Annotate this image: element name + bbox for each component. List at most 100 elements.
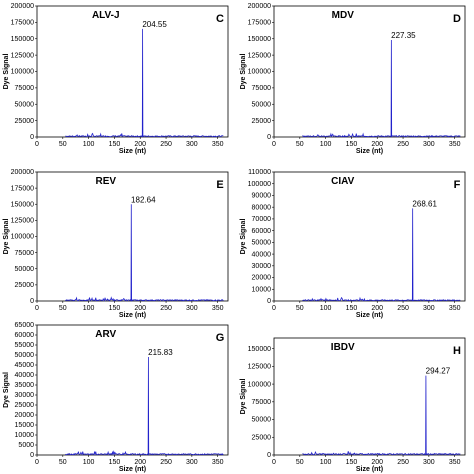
panel-e: 0 25000 50000 75000 100000 125000 150000 175000… [3, 169, 229, 319]
x-tick-label: 50 [59, 305, 67, 312]
y-tick-label: 80000 [252, 204, 272, 211]
peak-size-label: 215.83 [148, 348, 173, 357]
y-tick-label: 45000 [15, 362, 35, 369]
signal-trace [65, 204, 224, 302]
x-tick-label: 250 [160, 459, 172, 466]
plot-frame [36, 5, 229, 138]
y-tick-label: 50000 [15, 266, 35, 273]
y-axis-label: Dye Signal [240, 379, 247, 415]
x-axis-label: Size (nt) [119, 312, 146, 319]
y-tick-label: 0 [267, 452, 271, 459]
y-tick-label: 200000 [11, 169, 34, 176]
x-tick-label: 300 [423, 459, 435, 466]
x-axis-label: Size (nt) [356, 466, 383, 473]
y-tick-label: 60000 [15, 332, 35, 339]
y-tick-label: 20000 [252, 275, 272, 282]
x-tick-label: 150 [346, 141, 358, 148]
panel-d: 0 25000 50000 75000 100000 125000 150000 175000… [240, 3, 466, 155]
y-tick-label: 0 [267, 298, 271, 305]
y-tick-label: 150000 [11, 36, 34, 43]
y-tick-label: 100000 [248, 381, 271, 388]
x-tick-label: 100 [83, 305, 95, 312]
y-tick-label: 25000 [15, 118, 35, 125]
y-tick-label: 30000 [15, 392, 35, 399]
y-tick-label: 50000 [15, 101, 35, 108]
x-axis-label: Size (nt) [356, 312, 383, 319]
x-tick-label: 150 [109, 459, 121, 466]
y-tick-label: 0 [30, 298, 34, 305]
x-tick-label: 0 [272, 459, 276, 466]
x-tick-label: 350 [212, 459, 224, 466]
y-tick-label: 50000 [252, 101, 272, 108]
y-tick-label: 200000 [248, 3, 271, 10]
x-tick-label: 300 [423, 305, 435, 312]
x-tick-label: 250 [397, 459, 409, 466]
x-tick-label: 0 [35, 141, 39, 148]
x-tick-label: 300 [186, 305, 198, 312]
y-tick-label: 20000 [15, 412, 35, 419]
x-tick-label: 100 [320, 141, 332, 148]
y-tick-label: 150000 [248, 346, 271, 353]
x-tick-label: 50 [296, 141, 304, 148]
x-tick-label: 200 [371, 459, 383, 466]
y-tick-label: 10000 [252, 286, 272, 293]
y-tick-label: 40000 [252, 251, 272, 258]
y-tick-label: 25000 [15, 282, 35, 289]
panel-title: IBDV [331, 342, 355, 353]
y-tick-label: 100000 [248, 69, 271, 76]
y-axis-label: Dye Signal [3, 219, 10, 255]
x-tick-label: 200 [134, 459, 146, 466]
y-tick-label: 175000 [248, 20, 271, 27]
y-tick-label: 70000 [252, 216, 272, 223]
y-tick-label: 25000 [252, 118, 272, 125]
y-tick-label: 25000 [252, 434, 272, 441]
x-tick-label: 200 [134, 141, 146, 148]
panel-g: 0 5000 10000 15000 20000 25000 30000 35000 40000… [3, 322, 229, 473]
y-tick-label: 75000 [252, 85, 272, 92]
x-tick-label: 350 [212, 305, 224, 312]
y-tick-label: 50000 [252, 417, 272, 424]
y-tick-label: 10000 [15, 432, 35, 439]
panel-title: MDV [332, 10, 355, 21]
y-tick-label: 0 [267, 134, 271, 141]
y-tick-label: 175000 [11, 185, 34, 192]
y-tick-label: 110000 [248, 169, 271, 176]
x-tick-label: 200 [134, 305, 146, 312]
panel-letter: C [216, 13, 224, 25]
x-tick-label: 150 [346, 459, 358, 466]
plot-frame [36, 324, 229, 456]
signal-trace [302, 208, 461, 302]
x-tick-label: 0 [272, 141, 276, 148]
y-tick-label: 0 [30, 452, 34, 459]
panel-h: 0 25000 50000 75000 100000 125000 150000 0 50 100… [240, 337, 466, 473]
y-tick-label: 5000 [18, 442, 34, 449]
y-tick-label: 30000 [252, 263, 272, 270]
plot-frame [273, 5, 466, 138]
y-tick-label: 100000 [11, 69, 34, 76]
x-tick-label: 0 [35, 305, 39, 312]
x-tick-label: 50 [296, 305, 304, 312]
x-tick-label: 50 [296, 459, 304, 466]
panel-letter: G [216, 332, 225, 344]
y-axis-label: Dye Signal [3, 54, 10, 90]
x-tick-label: 100 [320, 305, 332, 312]
y-tick-label: 75000 [15, 250, 35, 257]
x-tick-label: 150 [346, 305, 358, 312]
peak-size-label: 204.55 [142, 20, 167, 29]
y-tick-label: 150000 [248, 36, 271, 43]
panel-title: REV [95, 176, 116, 187]
y-tick-label: 90000 [252, 193, 272, 200]
x-tick-label: 150 [109, 305, 121, 312]
peak-size-label: 294.27 [426, 367, 451, 376]
y-tick-label: 15000 [15, 422, 35, 429]
y-tick-label: 100000 [11, 234, 34, 241]
y-tick-label: 60000 [252, 228, 272, 235]
x-axis-label: Size (nt) [356, 148, 383, 155]
peak-size-label: 182.64 [131, 195, 156, 204]
x-tick-label: 300 [186, 459, 198, 466]
plot-frame [273, 337, 466, 456]
x-tick-label: 100 [320, 459, 332, 466]
y-tick-label: 125000 [248, 364, 271, 371]
signal-trace [302, 375, 461, 456]
